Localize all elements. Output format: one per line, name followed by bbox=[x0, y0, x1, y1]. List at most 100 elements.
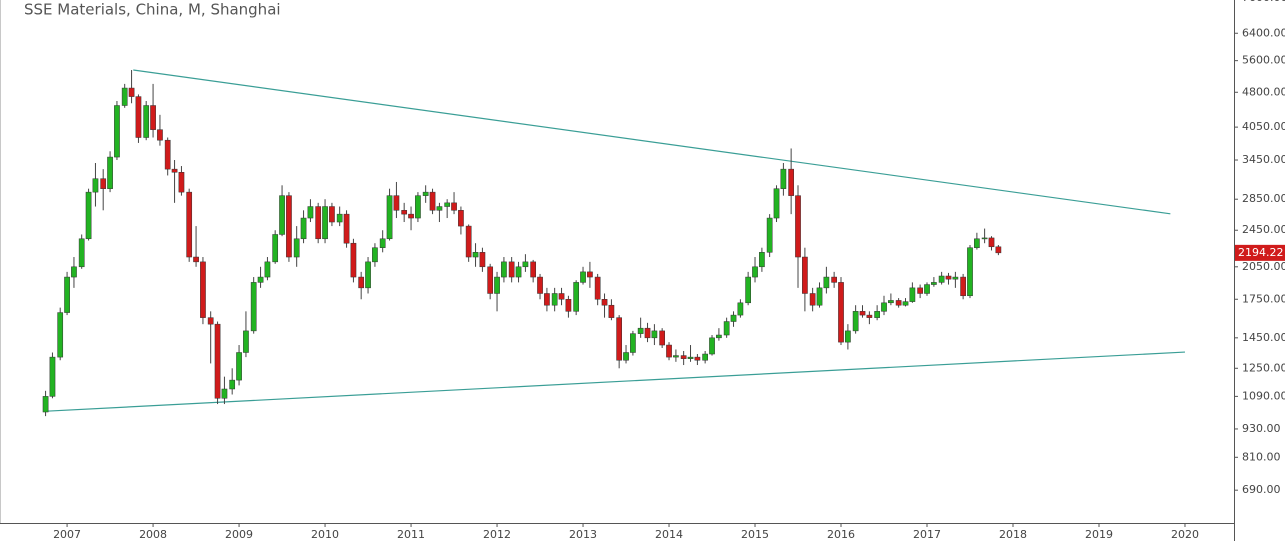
candle-body bbox=[938, 275, 945, 283]
candle-body bbox=[207, 317, 214, 325]
candle-body bbox=[580, 271, 586, 283]
candle-body bbox=[250, 282, 257, 332]
candle-body bbox=[630, 333, 636, 353]
candle-body bbox=[436, 206, 443, 211]
candle-body bbox=[501, 261, 507, 278]
candle-body bbox=[128, 87, 135, 97]
candle-body bbox=[530, 261, 537, 278]
x-tick-label: 2008 bbox=[139, 528, 167, 541]
candle-body bbox=[924, 284, 930, 294]
candle-body bbox=[680, 355, 687, 359]
candle-body bbox=[759, 252, 765, 268]
candle-body bbox=[601, 299, 608, 306]
candle-body bbox=[845, 330, 851, 343]
y-tick-label: 1250.00 bbox=[1242, 361, 1285, 374]
candle-body bbox=[737, 302, 744, 316]
candle-body bbox=[401, 210, 408, 215]
y-tick-label: 4800.00 bbox=[1242, 85, 1285, 98]
candle-body bbox=[616, 317, 622, 361]
candle-body bbox=[974, 238, 980, 248]
candle-body bbox=[121, 87, 128, 106]
x-tick-label: 2014 bbox=[655, 528, 683, 541]
x-tick-label: 2019 bbox=[1085, 528, 1113, 541]
candle-body bbox=[565, 299, 572, 312]
candle-body bbox=[988, 237, 995, 248]
candle-body bbox=[874, 311, 880, 318]
candle-body bbox=[881, 302, 887, 312]
y-tick-label: 4050.00 bbox=[1242, 120, 1285, 133]
candle-body bbox=[415, 195, 421, 219]
trendline bbox=[46, 351, 1186, 412]
candle-body bbox=[57, 312, 64, 358]
candle-body bbox=[193, 256, 199, 263]
candle-body bbox=[637, 327, 644, 334]
candle-body bbox=[379, 238, 386, 248]
candle-body bbox=[272, 234, 279, 263]
candle-body bbox=[164, 139, 171, 170]
y-tick-label: 1090.00 bbox=[1242, 389, 1285, 402]
candle-body bbox=[659, 330, 665, 346]
candle-body bbox=[723, 321, 730, 336]
x-tick-label: 2009 bbox=[225, 528, 253, 541]
candle-body bbox=[594, 276, 601, 300]
candle-body bbox=[358, 276, 365, 289]
y-tick-label: 5600.00 bbox=[1242, 54, 1285, 67]
candle-body bbox=[494, 276, 500, 294]
candle-body bbox=[322, 206, 328, 240]
candle-body bbox=[716, 334, 722, 339]
candle-body bbox=[508, 261, 515, 278]
y-tick-label: 2850.00 bbox=[1242, 192, 1285, 205]
candle-body bbox=[386, 195, 393, 240]
candle-body bbox=[393, 195, 400, 211]
candle-body bbox=[995, 246, 1002, 254]
candle-body bbox=[71, 266, 77, 278]
candle-body bbox=[981, 237, 988, 240]
candle-body bbox=[537, 276, 543, 294]
y-tick-label: 2050.00 bbox=[1242, 260, 1285, 273]
candle-body bbox=[350, 242, 357, 278]
candle-body bbox=[816, 287, 823, 306]
candle-body bbox=[479, 252, 486, 268]
candle-body bbox=[114, 105, 120, 158]
candle-body bbox=[766, 217, 773, 253]
candle-body bbox=[429, 191, 436, 211]
candle-body bbox=[551, 293, 558, 306]
x-tick-label: 2018 bbox=[999, 528, 1027, 541]
candle-body bbox=[651, 330, 658, 339]
candle-body bbox=[365, 261, 371, 289]
candle-body bbox=[279, 195, 285, 235]
candle-body bbox=[895, 300, 902, 306]
x-tick-label: 2010 bbox=[311, 528, 339, 541]
candle-body bbox=[422, 191, 429, 196]
y-tick-label: 7600.00 bbox=[1242, 0, 1285, 4]
candle-body bbox=[902, 301, 909, 306]
y-tick-label: 2450.00 bbox=[1242, 223, 1285, 236]
candle-body bbox=[214, 323, 221, 399]
candle-body bbox=[838, 282, 844, 343]
candle-body bbox=[329, 206, 335, 223]
candle-body bbox=[917, 287, 923, 294]
candle-body bbox=[967, 247, 973, 297]
candle-body bbox=[487, 266, 494, 294]
candle-body bbox=[300, 217, 307, 240]
candle-body bbox=[315, 206, 322, 240]
candle-body bbox=[178, 172, 185, 193]
candle-body bbox=[307, 206, 314, 219]
candle-body bbox=[221, 388, 228, 399]
candle-body bbox=[107, 156, 113, 189]
candle-body bbox=[752, 266, 758, 278]
x-tick-label: 2020 bbox=[1171, 528, 1199, 541]
candle-body bbox=[200, 261, 206, 318]
candle-body bbox=[888, 300, 894, 304]
candle-body bbox=[286, 195, 292, 258]
x-tick-label: 2012 bbox=[483, 528, 511, 541]
y-tick-label: 810.00 bbox=[1242, 450, 1281, 463]
candle-body bbox=[157, 129, 163, 141]
candle-body bbox=[522, 261, 529, 268]
candle-body bbox=[745, 276, 751, 304]
candle-body bbox=[702, 353, 708, 361]
x-tick-label: 2011 bbox=[397, 528, 425, 541]
candle-body bbox=[515, 266, 522, 278]
candle-body bbox=[931, 282, 937, 285]
